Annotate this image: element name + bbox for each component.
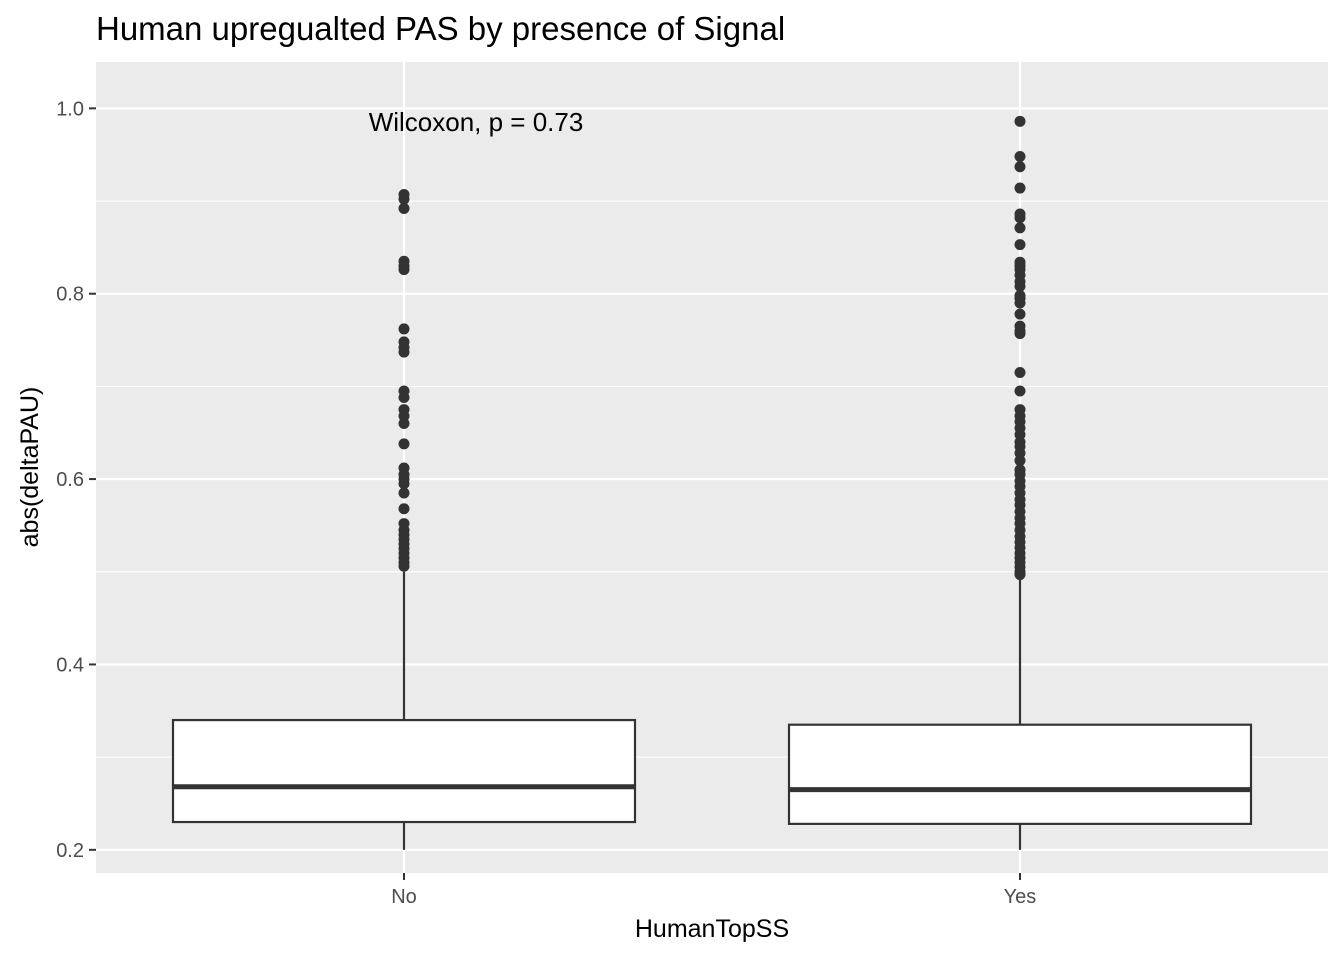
outlier-point (1014, 455, 1026, 467)
outlier-point (1014, 328, 1026, 340)
y-tick-label: 0.4 (56, 654, 84, 676)
outlier-point (398, 417, 410, 429)
outlier-point (398, 438, 410, 450)
y-tick-label: 0.6 (56, 469, 84, 491)
outlier-point (1014, 222, 1026, 234)
outlier-point (1014, 239, 1026, 251)
outlier-point (1014, 182, 1026, 194)
y-axis: 0.2 0.4 0.6 0.8 1.0 (56, 98, 96, 862)
x-axis: No Yes (391, 873, 1036, 908)
outlier-point (1014, 569, 1026, 581)
box-iqr (171, 718, 637, 824)
boxes (171, 115, 1253, 850)
outlier-point (1014, 366, 1026, 378)
y-tick-label: 0.2 (56, 840, 84, 862)
outlier-point (1014, 280, 1026, 292)
outlier-point (1014, 115, 1026, 127)
outlier-point (1014, 151, 1026, 163)
outlier-point (398, 560, 410, 572)
outlier-point (398, 392, 410, 404)
outlier-point (398, 323, 410, 335)
x-tick-label: Yes (1004, 886, 1037, 908)
y-tick-label: 0.8 (56, 284, 84, 306)
outlier-point (398, 478, 410, 490)
box-group-yes (787, 115, 1253, 850)
y-tick-label: 1.0 (56, 98, 84, 120)
wilcoxon-annotation: Wilcoxon, p = 0.73 (369, 107, 584, 137)
outlier-point (1014, 308, 1026, 320)
outlier-point (1014, 212, 1026, 224)
outlier-point (398, 202, 410, 214)
outlier-point (398, 264, 410, 276)
outlier-point (1014, 385, 1026, 397)
y-axis-title: abs(deltaPAU) (16, 387, 44, 548)
outlier-point (398, 487, 410, 499)
x-tick-label: No (391, 886, 417, 908)
outlier-point (398, 503, 410, 515)
outlier-point (1014, 161, 1026, 173)
outlier-point (1014, 297, 1026, 309)
box-group-no (171, 189, 637, 850)
box-iqr (787, 723, 1253, 825)
outlier-point (398, 193, 410, 205)
chart-title: Human upregualted PAS by presence of Sig… (96, 10, 785, 47)
x-axis-title: HumanTopSS (635, 915, 789, 943)
outlier-point (398, 346, 410, 358)
